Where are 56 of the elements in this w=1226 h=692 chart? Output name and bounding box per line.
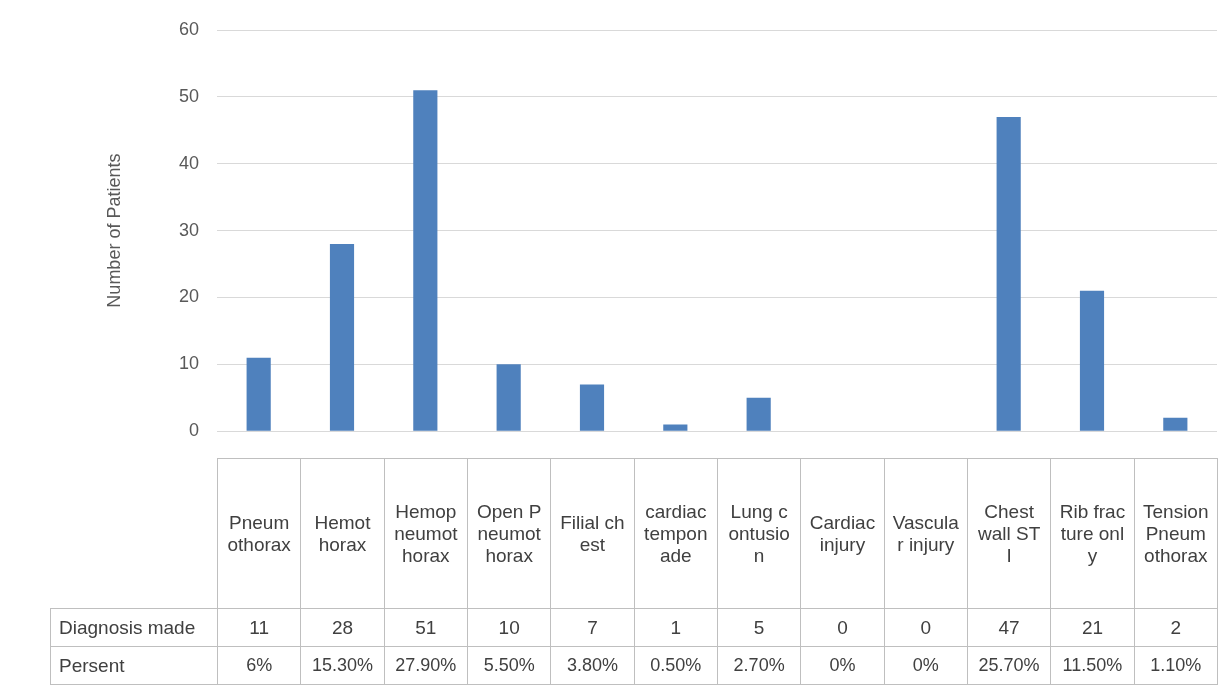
text: 3.80% <box>550 646 635 685</box>
y-tick-label: 30 <box>178 219 199 240</box>
text: 1.10% <box>1134 646 1218 685</box>
text: 2.70% <box>717 646 801 685</box>
x-tick-label: Lung contusion <box>717 458 801 609</box>
x-tick-label: Tension Pneumothorax <box>1134 458 1218 609</box>
text: 6% <box>217 646 301 685</box>
text: 0% <box>800 646 885 685</box>
data-label: 10 <box>467 608 551 647</box>
bar <box>496 364 521 431</box>
x-tick-label: Chest wall STI <box>967 458 1051 609</box>
text: 0.50% <box>634 646 718 685</box>
bar <box>246 357 271 431</box>
x-tick-label: Pneumothorax <box>217 458 301 609</box>
bar <box>329 243 355 431</box>
y-tick-label: 60 <box>178 18 199 39</box>
x-tick-label: cardiac temponade <box>634 458 718 609</box>
text: 27.90% <box>384 646 468 685</box>
y-tick-label: 0 <box>188 420 199 441</box>
x-tick-label: Vascular injury <box>884 458 968 609</box>
y-axis-title: Number of Patients <box>103 153 124 308</box>
bar <box>996 116 1021 431</box>
data-label: 0 <box>800 608 885 647</box>
data-label: 47 <box>967 608 1051 647</box>
text: 0% <box>884 646 968 685</box>
data-label: 11 <box>217 608 301 647</box>
bar <box>746 397 771 431</box>
bar <box>1163 417 1188 431</box>
text: 5.50% <box>467 646 551 685</box>
x-tick-label: Filial chest <box>550 458 635 609</box>
text: Persent <box>50 646 218 685</box>
data-label: 2 <box>1134 608 1218 647</box>
bar <box>1079 290 1105 431</box>
y-tick-label: 40 <box>178 152 199 173</box>
data-label: 0 <box>884 608 968 647</box>
data-label: 21 <box>1050 608 1135 647</box>
bar <box>413 90 438 431</box>
text: 15.30% <box>300 646 385 685</box>
y-tick-label: 10 <box>178 353 199 374</box>
x-tick-label: Hemopneumothorax <box>384 458 468 609</box>
data-label: 51 <box>384 608 468 647</box>
x-tick-label: Rib fracture only <box>1050 458 1135 609</box>
data-label: 5 <box>717 608 801 647</box>
text: Diagnosis made <box>50 608 218 647</box>
x-tick-label: Cardiac injury <box>800 458 885 609</box>
text: 11.50% <box>1050 646 1135 685</box>
bar <box>579 384 605 431</box>
data-label: 1 <box>634 608 718 647</box>
data-label: 7 <box>550 608 635 647</box>
y-tick-label: 50 <box>178 85 199 106</box>
data-label: 28 <box>300 608 385 647</box>
x-tick-label: Open Pneumothorax <box>467 458 551 609</box>
text: 25.70% <box>967 646 1051 685</box>
bar <box>663 424 688 431</box>
y-tick-label: 20 <box>178 286 199 307</box>
x-tick-label: Hemothorax <box>300 458 385 609</box>
